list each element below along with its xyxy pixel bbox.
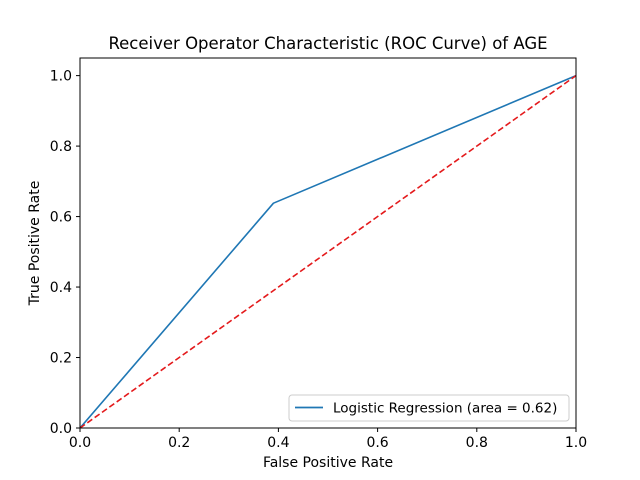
x-tick-label: 0.0 [69,435,91,451]
y-tick-label: 0.2 [50,351,72,367]
chart-title: Receiver Operator Characteristic (ROC Cu… [108,34,547,53]
legend-label: Logistic Regression (area = 0.62) [333,401,557,417]
x-tick-label: 0.8 [466,435,488,451]
x-tick-label: 1.0 [565,435,587,451]
y-tick-label: 0.6 [50,210,72,226]
x-tick-label: 0.2 [168,435,190,451]
x-tick-label: 0.4 [267,435,289,451]
y-axis-label: True Positive Rate [27,181,43,307]
x-axis-label: False Positive Rate [263,455,393,471]
legend: Logistic Regression (area = 0.62) [289,395,569,421]
y-tick-label: 0.4 [50,280,72,296]
x-tick-label: 0.6 [366,435,388,451]
y-tick-label: 1.0 [50,69,72,85]
y-tick-label: 0.8 [50,139,72,155]
y-tick-label: 0.0 [50,421,72,437]
